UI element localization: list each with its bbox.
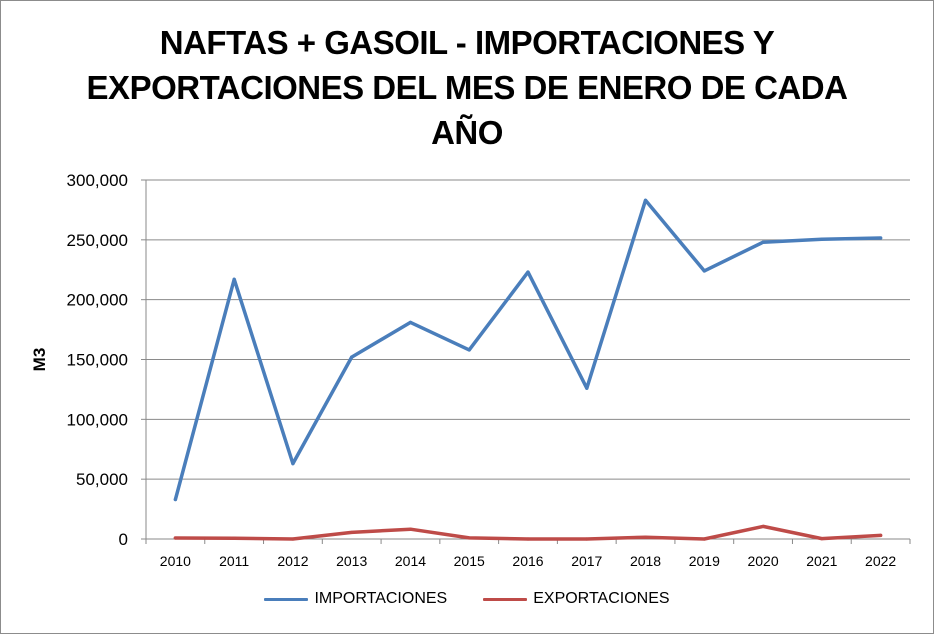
- x-tick-label-2016: 2016: [512, 553, 543, 569]
- data-point-exportaciones-2019: [702, 537, 706, 541]
- series-line-exportaciones: [173, 524, 883, 541]
- x-tick-label-2011: 2011: [219, 553, 249, 569]
- chart-title: NAFTAS + GASOIL - IMPORTACIONES Y EXPORT…: [60, 20, 874, 155]
- data-point-importaciones-2020: [761, 240, 765, 244]
- data-point-importaciones-2010: [173, 497, 177, 502]
- x-tick-label-2015: 2015: [454, 553, 485, 569]
- data-point-importaciones-2011: [232, 277, 236, 281]
- data-point-importaciones-2012: [291, 462, 295, 466]
- x-tick-label-2018: 2018: [630, 553, 661, 569]
- x-tick-label-2022: 2022: [865, 553, 896, 569]
- series-line-importaciones: [173, 198, 883, 502]
- data-point-exportaciones-2011: [232, 536, 236, 540]
- x-tick-label-2020: 2020: [747, 553, 778, 569]
- data-point-importaciones-2018: [643, 198, 648, 202]
- legend-item-exportaciones: EXPORTACIONES: [483, 590, 670, 608]
- legend-swatch-importaciones: [264, 597, 309, 601]
- x-tick-label-2014: 2014: [395, 553, 426, 569]
- data-point-importaciones-2013: [350, 355, 354, 359]
- data-point-exportaciones-2017: [585, 537, 589, 541]
- data-point-exportaciones-2012: [291, 537, 295, 541]
- x-tick-label-2017: 2017: [571, 553, 602, 569]
- y-tick-label-3: 150,000: [67, 351, 128, 370]
- data-point-importaciones-2019: [702, 269, 706, 273]
- data-point-exportaciones-2021: [820, 537, 824, 541]
- legend: IMPORTACIONES EXPORTACIONES: [0, 590, 934, 608]
- y-tick-label-1: 50,000: [76, 470, 128, 489]
- x-tick-label-2019: 2019: [689, 553, 720, 569]
- x-tick-label-2021: 2021: [806, 553, 837, 569]
- data-point-exportaciones-2010: [173, 536, 177, 540]
- y-tick-label-6: 300,000: [67, 171, 128, 190]
- data-point-exportaciones-2016: [526, 537, 530, 541]
- data-point-importaciones-2022: [879, 236, 883, 240]
- y-tick-label-4: 200,000: [67, 291, 128, 310]
- data-point-exportaciones-2018: [643, 535, 648, 539]
- x-tick-label-2013: 2013: [336, 553, 367, 569]
- data-point-exportaciones-2014: [408, 527, 413, 531]
- data-point-exportaciones-2015: [467, 536, 471, 540]
- data-point-exportaciones-2022: [879, 533, 883, 538]
- y-axis-title: M3: [30, 348, 49, 372]
- legend-item-importaciones: IMPORTACIONES: [264, 590, 447, 608]
- chart-title-line-1: NAFTAS + GASOIL - IMPORTACIONES Y: [159, 24, 775, 61]
- data-point-importaciones-2017: [585, 386, 589, 390]
- data-point-exportaciones-2020: [761, 524, 765, 529]
- legend-label-importaciones: IMPORTACIONES: [314, 590, 448, 607]
- x-tick-label-2010: 2010: [160, 553, 191, 569]
- data-point-importaciones-2015: [467, 348, 471, 352]
- data-point-importaciones-2021: [820, 237, 824, 241]
- y-tick-label-2: 100,000: [67, 410, 128, 429]
- chart-title-line-3: AÑO: [431, 114, 503, 151]
- chart-title-line-2: EXPORTACIONES DEL MES DE ENERO DE CADA: [86, 69, 848, 106]
- x-tick-label-2012: 2012: [277, 553, 308, 569]
- data-point-importaciones-2016: [526, 270, 530, 274]
- legend-label-exportaciones: EXPORTACIONES: [533, 590, 670, 607]
- y-tick-label-0: 0: [119, 530, 128, 549]
- legend-swatch-exportaciones: [483, 597, 528, 601]
- data-point-exportaciones-2013: [350, 530, 354, 535]
- y-tick-label-5: 250,000: [67, 231, 128, 250]
- data-point-importaciones-2014: [408, 320, 413, 325]
